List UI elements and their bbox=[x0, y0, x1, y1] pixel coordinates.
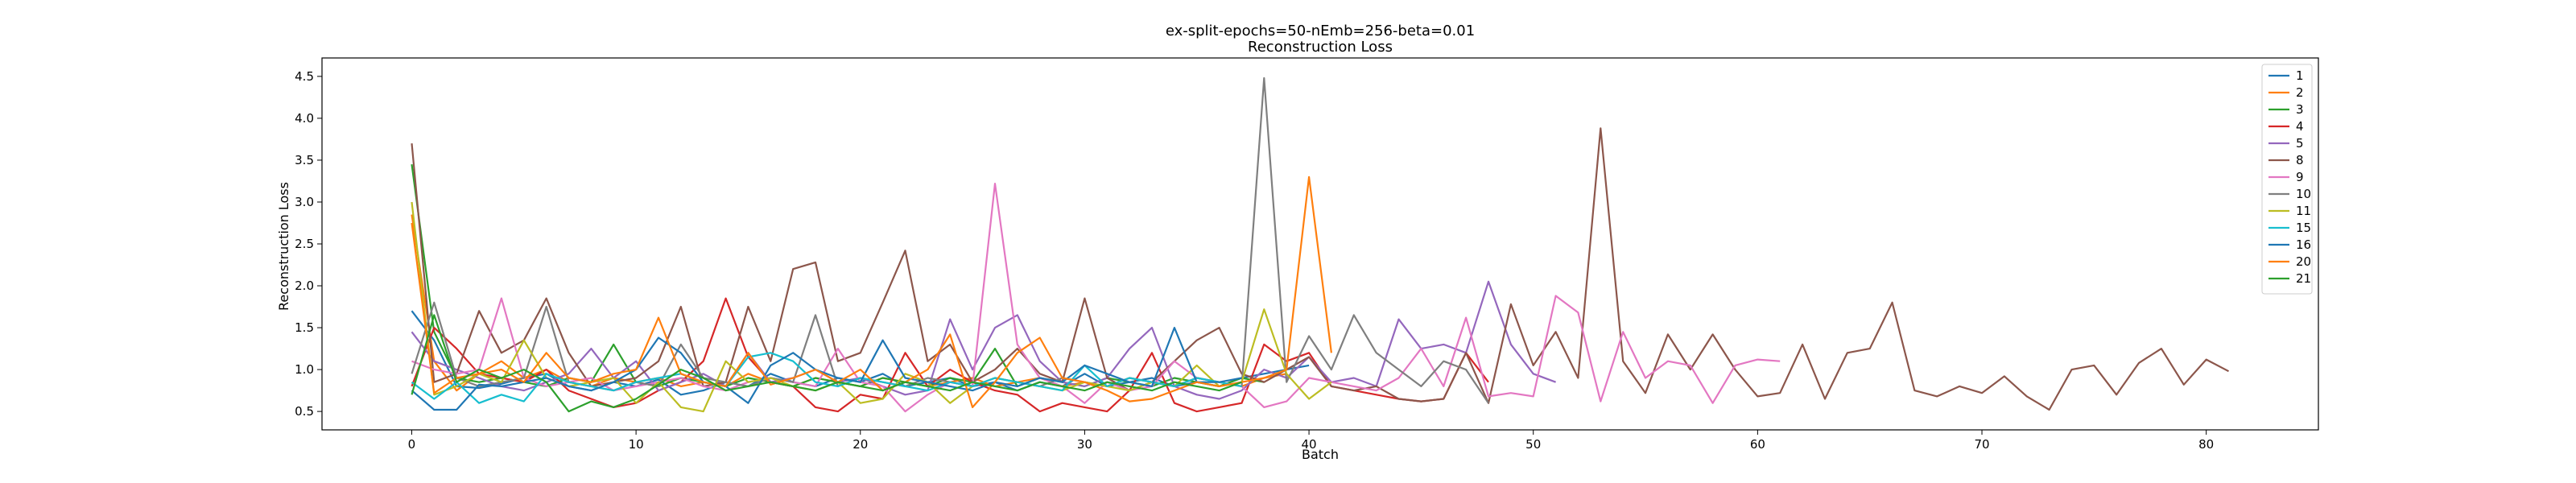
x-tick-label: 60 bbox=[1750, 437, 1765, 452]
y-tick-label: 0.5 bbox=[295, 404, 314, 419]
legend-label-15: 15 bbox=[2296, 221, 2311, 235]
legend-label-3: 3 bbox=[2296, 102, 2304, 117]
series-lines bbox=[411, 76, 2230, 413]
chart-subtitle: Reconstruction Loss bbox=[1248, 39, 1393, 56]
legend-label-4: 4 bbox=[2296, 119, 2304, 134]
legend-label-8: 8 bbox=[2296, 153, 2304, 167]
y-tick-label: 4.5 bbox=[295, 69, 314, 84]
y-axis-label: Reconstruction Loss bbox=[276, 182, 291, 311]
y-tick-label: 3.0 bbox=[295, 195, 314, 209]
chart-title: ex-split-epochs=50-nEmb=256-beta=0.01 bbox=[1166, 23, 1475, 39]
series-line-10 bbox=[411, 76, 1489, 404]
legend-label-16: 16 bbox=[2296, 237, 2311, 252]
y-tick-label: 1.0 bbox=[295, 362, 314, 377]
series-line-4 bbox=[411, 297, 1489, 413]
y-axis-ticks: 0.5 1.0 1.5 2.0 2.5 3.0 3.5 4.0 4.5 bbox=[295, 69, 322, 419]
series-line-5 bbox=[411, 280, 1556, 400]
legend-label-1: 1 bbox=[2296, 68, 2304, 83]
series-line-9 bbox=[411, 183, 1781, 413]
x-tick-label: 50 bbox=[1525, 437, 1541, 452]
legend-box bbox=[2261, 64, 2313, 295]
x-axis-ticks: 0 10 20 30 40 50 60 70 80 bbox=[408, 430, 2214, 452]
series-line-16 bbox=[411, 327, 1242, 411]
legend-label-11: 11 bbox=[2296, 204, 2311, 218]
plot-frame bbox=[321, 57, 2319, 431]
x-tick-label: 0 bbox=[408, 437, 416, 452]
legend-label-2: 2 bbox=[2296, 85, 2304, 100]
series-line-21 bbox=[411, 314, 1242, 413]
legend-label-5: 5 bbox=[2296, 136, 2304, 151]
x-tick-label: 70 bbox=[1974, 437, 1989, 452]
y-tick-label: 2.0 bbox=[295, 279, 314, 293]
legend: 1 2 3 4 5 8 9 10 11 15 16 20 21 bbox=[2261, 64, 2313, 295]
y-tick-label: 2.5 bbox=[295, 237, 314, 251]
x-tick-label: 40 bbox=[1302, 437, 1317, 452]
legend-label-21: 21 bbox=[2296, 271, 2311, 286]
legend-label-10: 10 bbox=[2296, 187, 2311, 201]
y-tick-label: 4.0 bbox=[295, 111, 314, 126]
legend-label-9: 9 bbox=[2296, 170, 2304, 184]
y-tick-label: 1.5 bbox=[295, 320, 314, 335]
x-tick-label: 80 bbox=[2198, 437, 2214, 452]
series-line-20 bbox=[411, 175, 1332, 408]
x-tick-label: 30 bbox=[1077, 437, 1092, 452]
y-tick-label: 3.5 bbox=[295, 153, 314, 167]
x-axis-label: Batch bbox=[1302, 447, 1339, 462]
legend-label-20: 20 bbox=[2296, 254, 2311, 269]
series-line-3 bbox=[411, 163, 1265, 387]
x-tick-label: 10 bbox=[629, 437, 644, 452]
x-tick-label: 20 bbox=[852, 437, 868, 452]
plot-area bbox=[321, 57, 2319, 431]
